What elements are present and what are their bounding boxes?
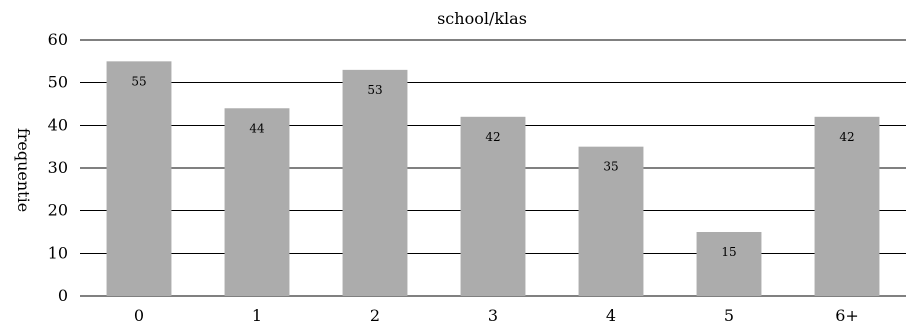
data-label-2: 53 xyxy=(367,83,382,97)
bar-1 xyxy=(224,108,290,297)
bar-5 xyxy=(696,232,762,296)
bar-6+ xyxy=(814,116,880,296)
data-label-5: 15 xyxy=(721,245,736,259)
y-tick-label-0: 0 xyxy=(58,286,68,305)
data-label-6+: 42 xyxy=(839,130,854,144)
y-tick-labels: 0 10 20 30 40 50 60 xyxy=(48,30,68,305)
x-tick-labels: 0 1 2 3 4 5 6+ xyxy=(134,306,859,325)
bar-2 xyxy=(342,69,408,296)
data-label-4: 35 xyxy=(603,160,618,174)
y-tick-label-2: 20 xyxy=(48,201,68,220)
x-tick-label-4: 4 xyxy=(606,306,616,325)
y-tick-label-6: 60 xyxy=(48,30,68,49)
data-labels: 55 44 53 42 35 15 42 xyxy=(131,74,854,259)
x-tick-label-5: 5 xyxy=(724,306,734,325)
data-label-3: 42 xyxy=(485,130,500,144)
x-tick-label-6+: 6+ xyxy=(835,306,859,325)
y-tick-label-1: 10 xyxy=(48,243,68,262)
y-tick-label-5: 50 xyxy=(48,73,68,92)
y-tick-label-3: 30 xyxy=(48,158,68,177)
bar-3 xyxy=(460,116,526,296)
x-tick-label-1: 1 xyxy=(252,306,262,325)
bar-4 xyxy=(578,146,644,296)
bar-0 xyxy=(106,61,172,297)
data-label-0: 55 xyxy=(131,74,146,88)
y-axis-label: frequentie xyxy=(14,128,33,212)
chart-title: school/klas xyxy=(437,9,527,28)
y-tick-label-4: 40 xyxy=(48,115,68,134)
x-tick-label-3: 3 xyxy=(488,306,498,325)
data-label-1: 44 xyxy=(249,121,265,135)
bars xyxy=(106,61,880,297)
x-tick-label-0: 0 xyxy=(134,306,144,325)
x-tick-label-2: 2 xyxy=(370,306,380,325)
